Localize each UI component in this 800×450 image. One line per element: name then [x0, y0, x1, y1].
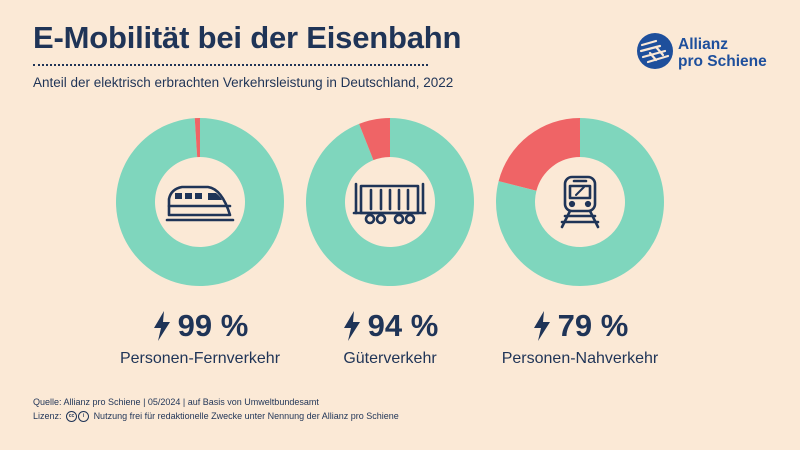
donut-slice-electric — [496, 118, 664, 286]
creative-commons-icon[interactable]: cc i — [66, 411, 90, 423]
regional-train-icon — [560, 175, 600, 229]
brand-logo[interactable]: Allianz pro Schiene — [636, 32, 776, 80]
page-subtitle: Anteil der elektrisch erbrachten Verkehr… — [33, 75, 454, 90]
title-divider — [33, 64, 428, 66]
source-note: Quelle: Allianz pro Schiene | 05/2024 | … — [33, 397, 319, 407]
lightning-icon — [533, 311, 550, 341]
stat-gueterverkehr: 94 % Güterverkehr — [290, 308, 490, 368]
logo-mark-icon — [637, 33, 673, 69]
logo-line-1: Allianz — [678, 36, 728, 53]
donut-slice-electric — [116, 118, 285, 286]
data-label-fernverkehr: 99 % — [177, 308, 249, 343]
page-title: E-Mobilität bei der Eisenbahn — [33, 20, 462, 55]
data-label-nahverkehr: 79 % — [557, 308, 629, 343]
category-label-nahverkehr: Personen-Nahverkehr — [501, 350, 659, 367]
freight-wagon-icon — [352, 182, 427, 225]
donut-slice-non-electric — [194, 118, 200, 158]
donut-slice-electric — [306, 118, 475, 286]
donut-slice-non-electric — [498, 118, 580, 191]
license-note: Lizenz: cc i Nutzung frei für redaktionel… — [33, 411, 399, 423]
value-fernverkehr: 99 % — [100, 308, 300, 344]
value-gueterverkehr: 94 % — [290, 308, 490, 344]
stat-nahverkehr: 79 % Personen-Nahverkehr — [480, 308, 680, 368]
high-speed-train-icon — [165, 185, 235, 222]
category-label-fernverkehr: Personen-Fernverkehr — [119, 350, 281, 367]
license-label: Lizenz: — [33, 411, 62, 421]
data-label-gueterverkehr: 94 % — [367, 308, 439, 343]
stat-fernverkehr: 99 % Personen-Fernverkehr — [100, 308, 300, 368]
donut-slice-non-electric — [359, 118, 390, 161]
logo-text: Allianz pro Schiene — [678, 36, 767, 70]
value-nahverkehr: 79 % — [480, 308, 680, 344]
donut-charts — [116, 118, 664, 286]
logo-line-2: pro Schiene — [678, 53, 767, 70]
category-label-gueterverkehr: Güterverkehr — [343, 350, 437, 367]
license-text: Nutzung frei für redaktionelle Zwecke un… — [93, 411, 399, 421]
lightning-icon — [153, 311, 170, 341]
lightning-icon — [343, 311, 360, 341]
